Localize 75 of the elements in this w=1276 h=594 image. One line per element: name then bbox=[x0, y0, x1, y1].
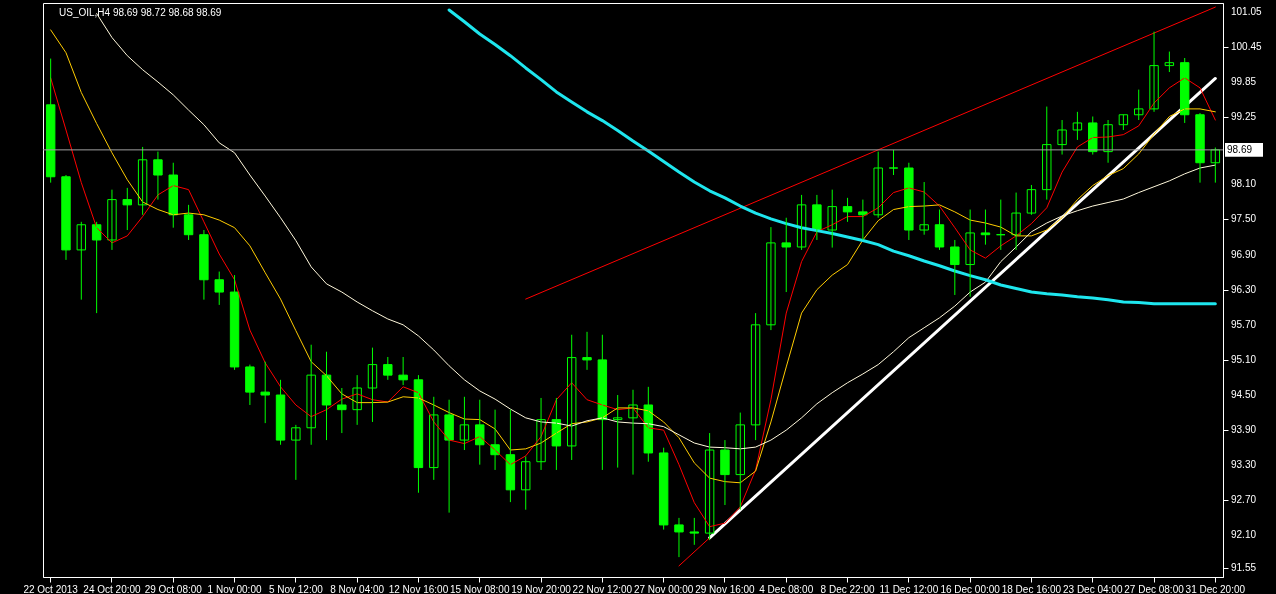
candlestick bbox=[521, 455, 531, 511]
candlestick bbox=[429, 396, 439, 481]
candlestick bbox=[168, 162, 178, 229]
x-tick-label: 22 Nov 12:00 bbox=[572, 583, 633, 594]
candlestick bbox=[91, 221, 102, 314]
candlestick bbox=[306, 344, 316, 446]
candlestick bbox=[597, 334, 608, 471]
candlestick bbox=[1164, 51, 1175, 73]
y-tick-label: 93.30 bbox=[1231, 459, 1257, 471]
y-tick-label: 99.85 bbox=[1231, 75, 1257, 87]
line-series bbox=[50, 77, 1216, 528]
y-tick-label: 93.90 bbox=[1231, 424, 1257, 436]
x-tick-label: 29 Oct 08:00 bbox=[144, 583, 203, 594]
candlestick bbox=[674, 517, 684, 558]
candlestick bbox=[337, 387, 347, 434]
y-tick-label: 101.05 bbox=[1231, 5, 1263, 17]
candlestick bbox=[582, 331, 592, 371]
candlestick bbox=[873, 151, 883, 219]
y-tick-label: 92.10 bbox=[1231, 529, 1257, 541]
y-tick-label: 95.10 bbox=[1231, 353, 1257, 365]
candlestick bbox=[214, 271, 224, 306]
candlestick bbox=[904, 162, 914, 241]
candlestick bbox=[45, 58, 56, 184]
candlestick bbox=[980, 209, 991, 246]
y-tick-label: 99.25 bbox=[1231, 111, 1257, 123]
candlestick bbox=[827, 189, 837, 249]
candlestick bbox=[1134, 89, 1144, 121]
candlestick bbox=[1072, 111, 1083, 141]
x-tick-label: 27 Dec 08:00 bbox=[1124, 583, 1185, 594]
candlestick bbox=[658, 447, 669, 531]
x-tick-label: 4 Dec 08:00 bbox=[759, 583, 814, 594]
y-tick-label: 95.70 bbox=[1231, 318, 1257, 330]
candlestick bbox=[260, 361, 270, 424]
x-tick-label: 8 Dec 22:00 bbox=[820, 583, 875, 594]
y-tick-label: 98.10 bbox=[1231, 178, 1257, 190]
x-tick-label: 18 Dec 16:00 bbox=[1001, 583, 1062, 594]
y-tick-label: 96.90 bbox=[1231, 248, 1257, 260]
x-tick-label: 29 Nov 16:00 bbox=[695, 583, 756, 594]
ref-line-label: 98.69 bbox=[1227, 143, 1253, 155]
candlestick bbox=[919, 181, 929, 236]
candlestick bbox=[291, 424, 301, 481]
y-tick-label: 92.70 bbox=[1231, 494, 1257, 506]
candlestick bbox=[122, 187, 132, 231]
y-tick-label: 91.55 bbox=[1231, 561, 1257, 573]
candlestick bbox=[842, 197, 853, 223]
candlestick bbox=[888, 149, 899, 176]
x-tick-label: 22 Oct 2013 bbox=[23, 583, 79, 594]
candlestick bbox=[398, 356, 408, 386]
y-tick-label: 94.50 bbox=[1231, 389, 1257, 401]
x-tick-label: 8 Nov 04:00 bbox=[330, 583, 385, 594]
x-tick-label: 5 Nov 12:00 bbox=[268, 583, 324, 594]
candlestick bbox=[1179, 57, 1190, 124]
x-tick-label: 15 Nov 08:00 bbox=[450, 583, 510, 594]
candlestick bbox=[612, 394, 623, 469]
x-tick-label: 11 Dec 12:00 bbox=[879, 583, 939, 594]
candlestick bbox=[781, 217, 791, 293]
candlestick bbox=[950, 239, 960, 296]
candlestick bbox=[76, 221, 87, 301]
candlestick bbox=[735, 412, 745, 511]
x-tick-label: 12 Nov 16:00 bbox=[388, 583, 449, 594]
x-tick-label: 1 Nov 00:00 bbox=[207, 583, 262, 594]
x-tick-label: 19 Nov 20:00 bbox=[511, 583, 572, 594]
x-tick-label: 16 Dec 00:00 bbox=[940, 583, 1001, 594]
candlestick bbox=[689, 517, 700, 546]
y-tick-label: 96.30 bbox=[1231, 283, 1257, 295]
chart-title: US_OIL,H4 98.69 98.72 98.68 98.69 bbox=[59, 7, 222, 18]
x-tick-label: 24 Oct 20:00 bbox=[83, 583, 142, 594]
candlestick bbox=[566, 334, 577, 461]
x-tick-label: 23 Dec 04:00 bbox=[1062, 583, 1123, 594]
x-tick-label: 27 Nov 00:00 bbox=[633, 583, 694, 594]
candlestick bbox=[1042, 106, 1052, 201]
x-tick-label: 31 Dec 20:00 bbox=[1185, 583, 1246, 594]
candlestick bbox=[383, 356, 393, 381]
y-tick-label: 100.45 bbox=[1231, 40, 1263, 52]
y-tick-label: 97.50 bbox=[1231, 213, 1257, 225]
